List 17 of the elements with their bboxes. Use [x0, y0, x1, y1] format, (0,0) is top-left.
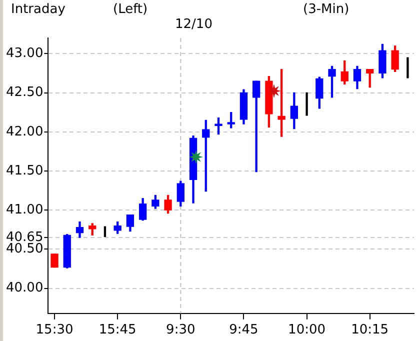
chart-title: Intraday — [11, 2, 66, 17]
y-tick-label: 41.00 — [6, 202, 44, 218]
y-tick-label: 41.50 — [6, 163, 44, 178]
chart-subtitle: 12/10 — [175, 17, 212, 32]
y-tick-label: 40.50 — [6, 242, 44, 257]
x-tick-label: 9:45 — [229, 322, 258, 338]
x-tick-label: 10:15 — [351, 322, 389, 338]
x-tick-label: 10:00 — [288, 322, 326, 338]
y-tick-label: 40.00 — [6, 280, 44, 296]
x-tick-label: 15:30 — [36, 322, 74, 338]
text: (Left) — [113, 2, 148, 17]
y-tick-label: 43.00 — [6, 46, 44, 62]
x-tick-label: 9:30 — [166, 322, 196, 338]
text: (3-Min) — [303, 2, 350, 17]
y-tick-label: 42.00 — [6, 124, 44, 140]
x-tick-label: 15:45 — [98, 322, 136, 338]
y-tick-label: 42.50 — [6, 85, 44, 100]
